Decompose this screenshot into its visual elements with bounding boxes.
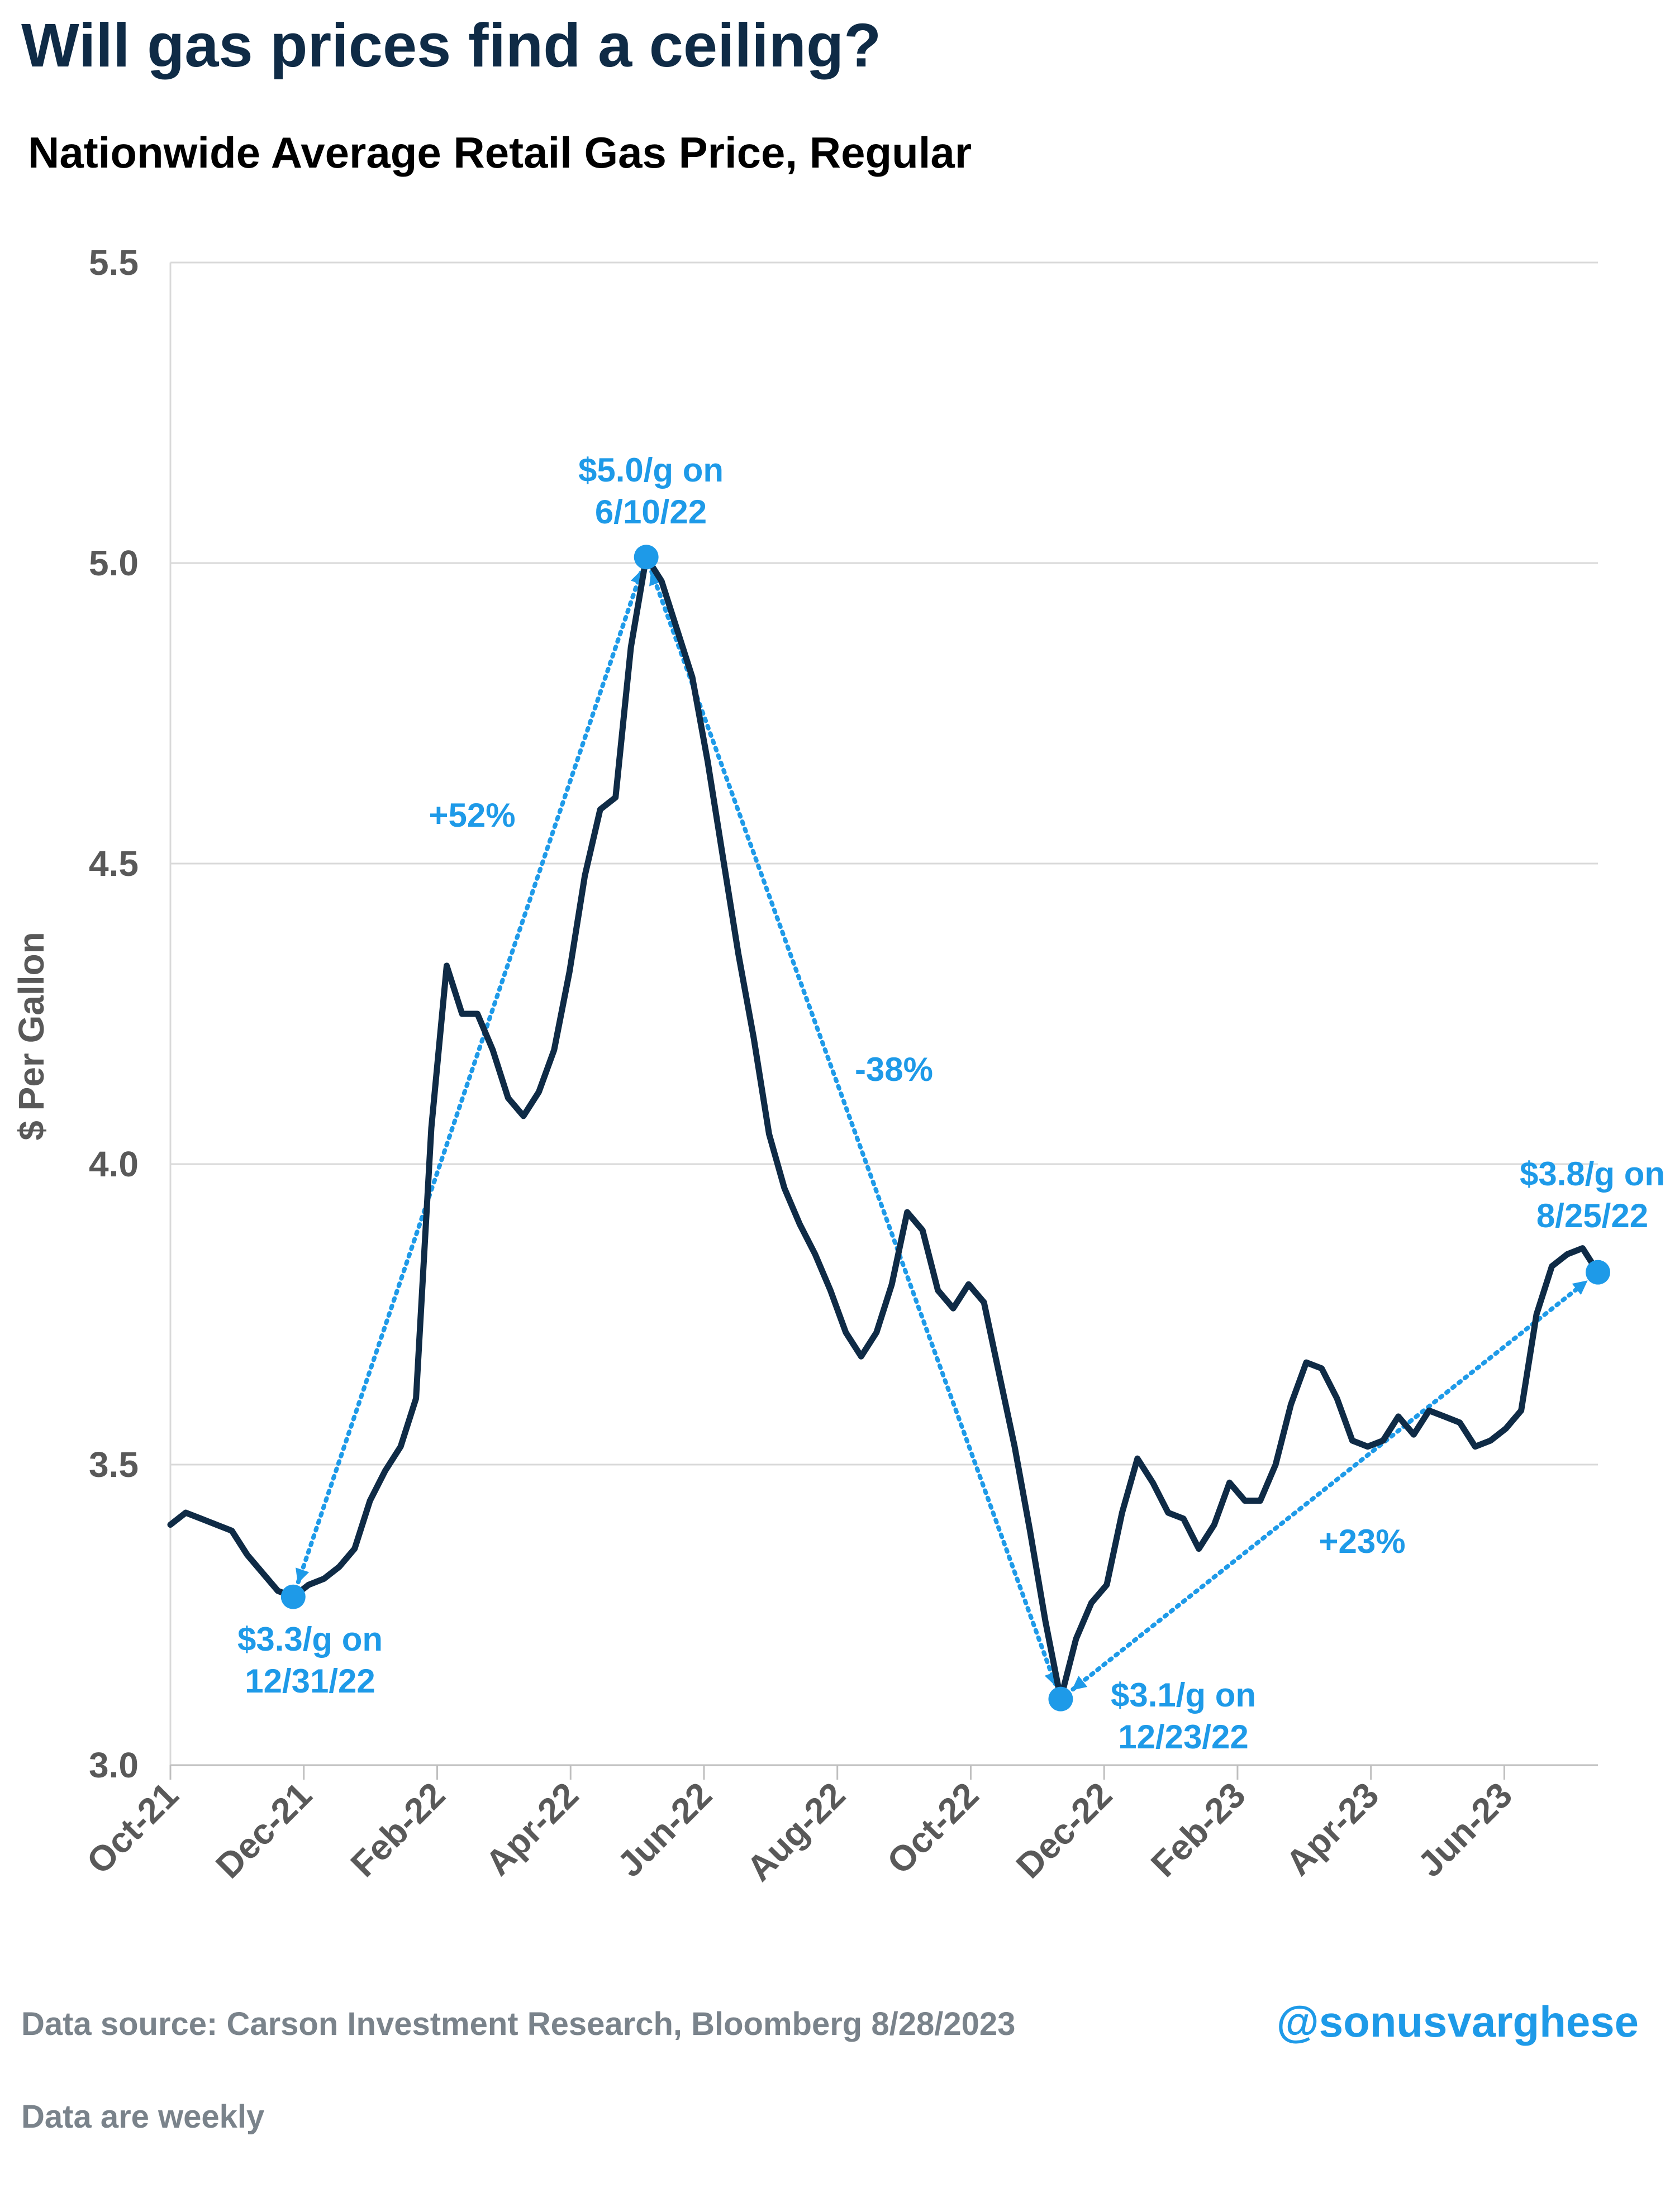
x-tick-label: Apr-23: [1278, 1775, 1386, 1883]
point-marker: [1586, 1260, 1610, 1285]
author-handle[interactable]: @sonusvarghese: [1276, 1997, 1639, 2046]
point-marker: [634, 545, 659, 570]
x-axis-ticks: Oct-21 Dec-21 Feb-22 Apr-22 Jun-22 Aug-22 Oct-…: [79, 1764, 1598, 1889]
change-arrows: [296, 568, 1589, 1692]
data-source: Data source: Carson Investment Research,…: [21, 2006, 1016, 2042]
x-tick-label: Apr-22: [478, 1775, 586, 1883]
y-tick-label: 3.0: [89, 1745, 139, 1785]
point-marker: [280, 1584, 306, 1609]
series-line: [167, 554, 1601, 1703]
y-tick-label: 4.0: [89, 1144, 139, 1184]
annotations: $3.3/g on 12/31/22 $5.0/g on 6/10/22 $3.1/g …: [237, 451, 1665, 1756]
x-tick-label: Dec-21: [208, 1775, 319, 1886]
x-tick-label: Oct-21: [79, 1775, 186, 1882]
y-axis-ticks: 3.0 3.5 4.0 4.5 5.0 5.5: [89, 242, 139, 1785]
x-tick-label: Aug-22: [739, 1775, 853, 1889]
chart-subtitle: Nationwide Average Retail Gas Price, Reg…: [28, 128, 972, 177]
marker-label-line1: $3.8/g on: [1520, 1155, 1665, 1193]
change-arrow: [1070, 1279, 1589, 1692]
x-tick-label: Feb-22: [343, 1775, 453, 1885]
marker-label-line2: 12/23/22: [1118, 1718, 1249, 1756]
change-label: +23%: [1319, 1523, 1405, 1560]
change-arrow: [296, 568, 645, 1585]
marker-label-line1: $3.3/g on: [237, 1620, 383, 1658]
y-axis-label: $ Per Gallon: [11, 932, 51, 1140]
marker-label-line2: 8/25/22: [1536, 1197, 1648, 1234]
marker-label-line2: 12/31/22: [245, 1662, 375, 1700]
marker-label-line2: 6/10/22: [595, 493, 707, 531]
x-tick-label: Feb-23: [1143, 1775, 1253, 1885]
y-tick-label: 3.5: [89, 1445, 139, 1485]
marker-label-line1: $3.1/g on: [1111, 1676, 1256, 1714]
change-label: -38%: [855, 1051, 933, 1088]
y-tick-label: 5.0: [89, 543, 139, 583]
x-tick-label: Jun-22: [610, 1775, 720, 1885]
y-tick-label: 5.5: [89, 242, 139, 283]
data-note: Data are weekly: [21, 2099, 265, 2135]
x-tick-label: Oct-22: [879, 1775, 987, 1882]
change-label: +52%: [429, 797, 515, 834]
x-tick-label: Dec-22: [1008, 1775, 1120, 1886]
chart-title: Will gas prices find a ceiling?: [21, 11, 882, 80]
change-arrow: [649, 569, 1058, 1688]
gas-price-chart: 3.03.54.04.55.05.5 Oct-21 Dec-21 Feb-22 Apr…: [11, 242, 1665, 1889]
x-tick-label: Jun-23: [1410, 1775, 1520, 1885]
markers: [280, 545, 1610, 1712]
point-marker: [1048, 1686, 1073, 1712]
marker-label-line1: $5.0/g on: [578, 451, 724, 489]
y-tick-label: 4.5: [89, 843, 139, 884]
